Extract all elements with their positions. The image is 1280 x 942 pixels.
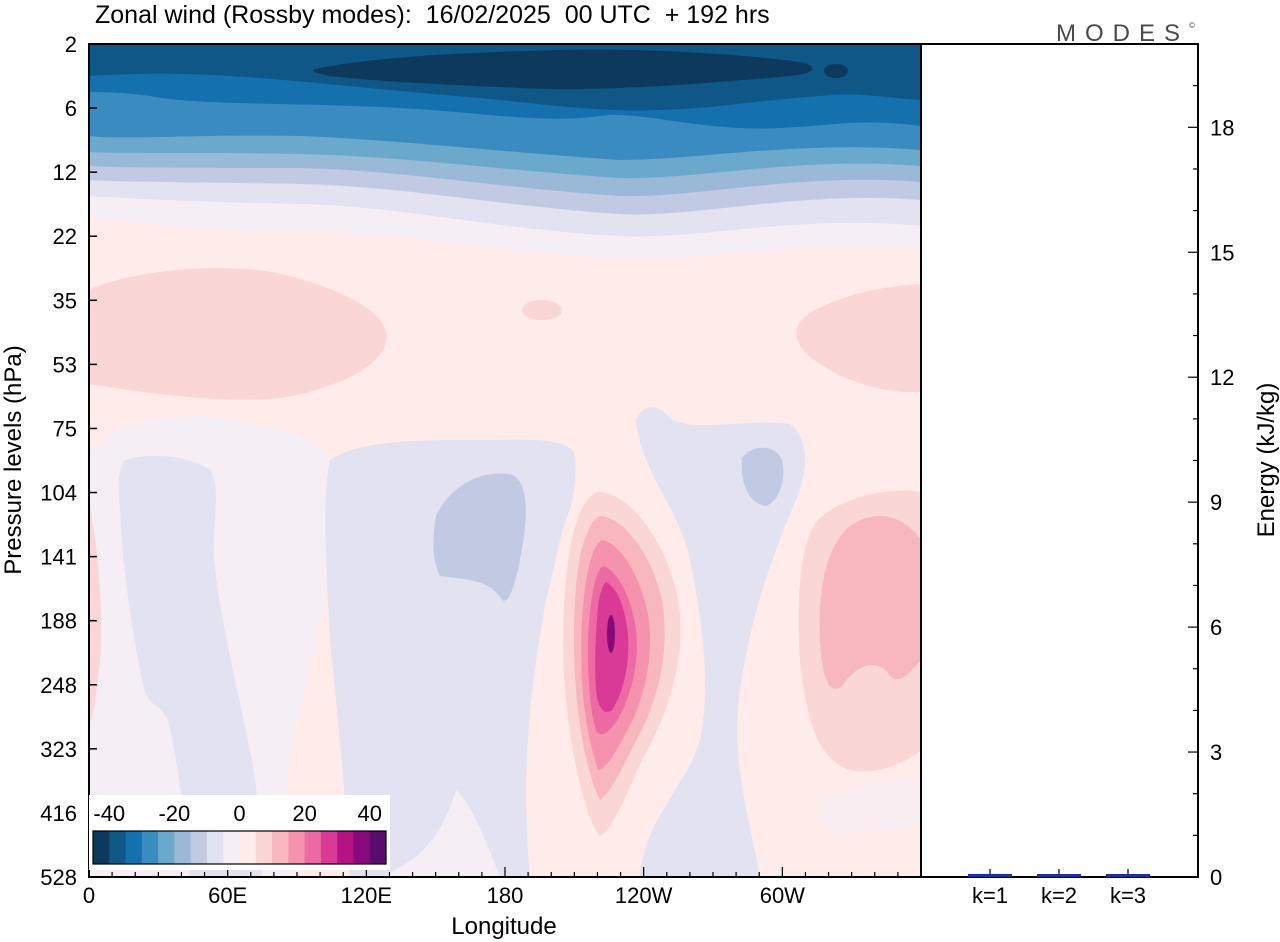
bar-label: k=2 bbox=[1041, 883, 1077, 908]
colorbar-swatch bbox=[353, 831, 371, 864]
copyright-mark: © bbox=[1189, 21, 1195, 30]
colorbar-swatch bbox=[125, 831, 143, 864]
colorbar-swatch bbox=[223, 831, 240, 864]
x-axis-label: Longitude bbox=[451, 913, 556, 940]
y-tick-label: 53 bbox=[53, 352, 77, 377]
bar-label: k=1 bbox=[972, 883, 1008, 908]
colorbar-swatch bbox=[141, 831, 159, 864]
y-tick-label: 188 bbox=[40, 609, 77, 634]
y-tick-label: 12 bbox=[53, 160, 77, 185]
colorbar-swatch bbox=[255, 831, 273, 864]
y-axis-label: Pressure levels (hPa) bbox=[0, 345, 27, 574]
colorbar-swatch bbox=[288, 831, 306, 864]
longitude-axis: 0 60E 120E 180 120W 60W bbox=[83, 867, 922, 908]
y-tick-label: 528 bbox=[40, 865, 77, 890]
energy-tick-label: 12 bbox=[1210, 365, 1234, 390]
x-tick-label: 120E bbox=[341, 883, 392, 908]
y-tick-label: 323 bbox=[40, 737, 77, 762]
y-tick-label: 75 bbox=[53, 416, 77, 441]
energy-plot-frame bbox=[920, 43, 1199, 878]
energy-bars: k=1 k=2 k=3 bbox=[968, 869, 1150, 908]
colorbar-swatch bbox=[369, 831, 387, 864]
colorbar-swatch bbox=[337, 831, 354, 864]
energy-tick-label: 0 bbox=[1210, 865, 1222, 890]
pressure-axis: 2 6 12 22 35 53 75 104 141 188 248 323 416 528 bbox=[40, 32, 97, 890]
energy-bar bbox=[968, 873, 1012, 877]
colorbar-swatch bbox=[272, 831, 289, 864]
bar-label: k=3 bbox=[1110, 883, 1146, 908]
colorbar-frame bbox=[92, 830, 387, 865]
x-tick-label: 0 bbox=[83, 883, 95, 908]
colorbar-swatch bbox=[109, 831, 127, 864]
modes-logo: MODES© bbox=[1056, 20, 1195, 48]
y-tick-label: 22 bbox=[53, 224, 77, 249]
colorbar-swatch bbox=[190, 831, 208, 864]
energy-tick-label: 15 bbox=[1210, 240, 1234, 265]
colorbar-swatch bbox=[304, 831, 322, 864]
wind-contour-field bbox=[89, 44, 921, 877]
brand-text: MODES bbox=[1056, 20, 1190, 47]
y-tick-label: 416 bbox=[40, 801, 77, 826]
chart-title: Zonal wind (Rossby modes): 16/02/2025 00… bbox=[95, 1, 770, 29]
colorbar-swatch bbox=[93, 831, 110, 864]
energy-bar bbox=[1106, 874, 1150, 877]
colorbar-swatch bbox=[320, 831, 338, 864]
y-tick-label: 6 bbox=[65, 96, 77, 121]
y-tick-label: 141 bbox=[40, 545, 77, 570]
y-tick-label: 2 bbox=[65, 32, 77, 57]
energy-tick-label: 9 bbox=[1210, 490, 1222, 515]
colorbar-swatch bbox=[174, 831, 192, 864]
colorbar-label: 0 bbox=[233, 801, 245, 826]
colorbar-label: -40 bbox=[93, 801, 125, 826]
x-tick-label: 60W bbox=[760, 883, 805, 908]
x-tick-label: 60E bbox=[208, 883, 247, 908]
y-tick-label: 104 bbox=[40, 481, 77, 506]
y-tick-label: 248 bbox=[40, 673, 77, 698]
x-tick-label: 180 bbox=[487, 883, 524, 908]
energy-axis-label: Energy (kJ/kg) bbox=[1253, 383, 1280, 538]
colorbar-swatch bbox=[239, 831, 257, 864]
colorbar-swatch bbox=[206, 831, 224, 864]
colorbar: -40 -20 0 20 40 bbox=[89, 795, 390, 870]
colorbar-label: -20 bbox=[158, 801, 190, 826]
colorbar-label: 20 bbox=[292, 801, 316, 826]
energy-bar bbox=[1037, 874, 1081, 877]
y-tick-label: 35 bbox=[53, 288, 77, 313]
colorbar-label: 40 bbox=[357, 801, 381, 826]
energy-tick-label: 3 bbox=[1210, 740, 1222, 765]
energy-tick-label: 18 bbox=[1210, 115, 1234, 140]
colorbar-swatch bbox=[158, 831, 175, 864]
energy-axis: 0 3 6 9 12 15 18 bbox=[1188, 43, 1234, 890]
x-tick-label: 120W bbox=[615, 883, 673, 908]
energy-tick-label: 6 bbox=[1210, 615, 1222, 640]
